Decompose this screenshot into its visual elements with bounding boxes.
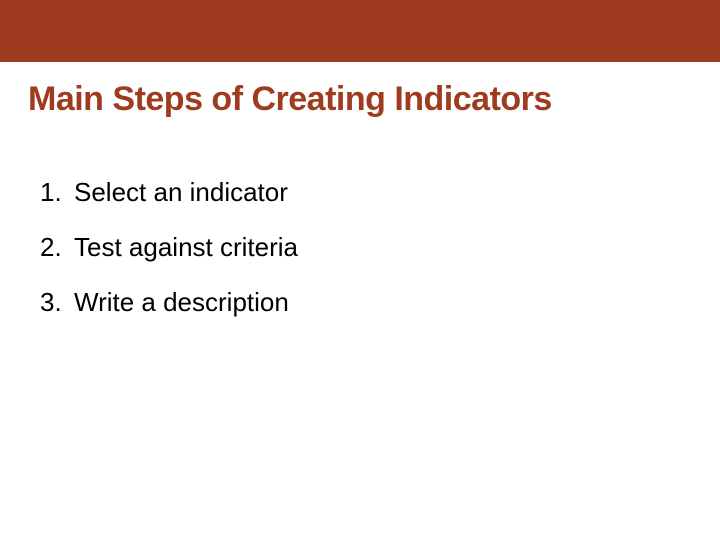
item-number: 1. <box>40 177 74 208</box>
item-text: Test against criteria <box>74 232 298 263</box>
item-number: 2. <box>40 232 74 263</box>
header-bar <box>0 0 720 62</box>
list-item: 1. Select an indicator <box>40 177 720 208</box>
slide-title: Main Steps of Creating Indicators <box>0 62 720 119</box>
list-item: 3. Write a description <box>40 287 720 318</box>
steps-list: 1. Select an indicator 2. Test against c… <box>0 119 720 318</box>
list-item: 2. Test against criteria <box>40 232 720 263</box>
item-text: Write a description <box>74 287 289 318</box>
item-text: Select an indicator <box>74 177 288 208</box>
item-number: 3. <box>40 287 74 318</box>
